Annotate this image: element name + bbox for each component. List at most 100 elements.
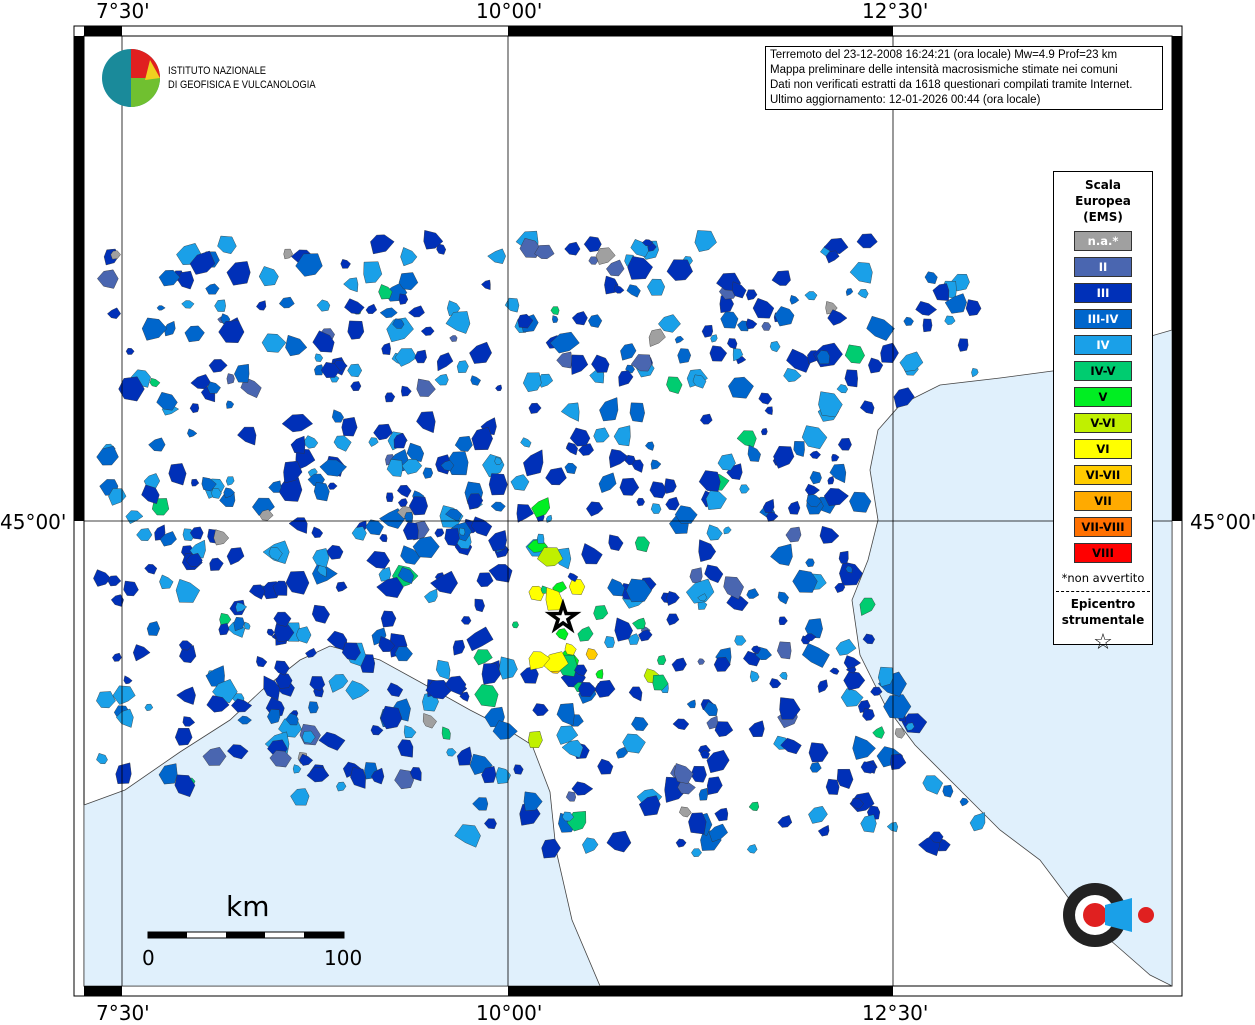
municipality-polygon [726, 463, 743, 480]
municipality-polygon [555, 628, 569, 641]
municipality-polygon [403, 725, 417, 739]
municipality-polygon [266, 628, 275, 637]
municipality-polygon [123, 675, 133, 685]
legend-swatch: III [1074, 283, 1132, 303]
info-line-4: Ultimo aggiornamento: 12-01-2026 00:44 (… [770, 94, 1041, 106]
municipality-polygon [591, 354, 610, 373]
municipality-polygon [288, 517, 308, 534]
municipality-polygon [761, 322, 772, 331]
epicenter-legend-title: Epicentro strumentale [1054, 596, 1152, 628]
municipality-polygon [766, 511, 779, 522]
municipality-polygon [714, 721, 734, 737]
municipality-polygon [115, 708, 134, 728]
municipality-polygon [893, 387, 915, 409]
municipality-polygon [336, 781, 347, 792]
municipality-polygon [159, 574, 174, 590]
municipality-polygon [444, 528, 460, 547]
municipality-polygon [217, 235, 237, 255]
municipality-polygon [582, 837, 599, 854]
municipality-polygon [490, 501, 506, 512]
municipality-polygon [816, 350, 830, 365]
municipality-polygon [181, 300, 195, 309]
municipality-polygon [267, 709, 281, 725]
municipality-polygon [208, 359, 228, 373]
municipality-polygon [366, 551, 391, 569]
municipality-polygon [474, 598, 485, 613]
municipality-polygon [484, 818, 497, 830]
legend-title-3: (EMS) [1083, 210, 1123, 224]
municipality-polygon [327, 482, 338, 490]
municipality-polygon [341, 642, 361, 661]
municipality-polygon [785, 526, 802, 543]
municipality-polygon [872, 726, 885, 739]
municipality-polygon [176, 686, 196, 705]
municipality-polygon [459, 691, 470, 702]
municipality-polygon [185, 552, 203, 568]
municipality-polygon [751, 645, 761, 655]
municipality-polygon [700, 750, 710, 759]
municipality-polygon [158, 269, 181, 287]
municipality-polygon [290, 788, 310, 806]
municipality-polygon [632, 617, 646, 630]
municipality-polygon [564, 241, 581, 256]
municipality-polygon [642, 239, 654, 247]
municipality-polygon [492, 720, 518, 740]
municipality-polygon [378, 284, 393, 300]
municipality-polygon [476, 572, 494, 587]
municipality-polygon [673, 763, 694, 784]
municipality-polygon [836, 768, 854, 789]
municipality-polygon [211, 488, 222, 499]
municipality-polygon [829, 667, 840, 675]
municipality-polygon [409, 767, 422, 782]
municipality-polygon [218, 320, 245, 343]
municipality-polygon [168, 463, 187, 486]
municipality-polygon [370, 234, 395, 255]
municipality-polygon [301, 730, 316, 744]
municipality-polygon [213, 529, 230, 546]
municipality-polygon [625, 578, 652, 603]
municipality-polygon [829, 463, 847, 484]
legend-swatch: III-IV [1074, 309, 1132, 329]
municipality-polygon [819, 525, 840, 544]
municipality-polygon [206, 695, 230, 713]
municipality-polygon [311, 604, 330, 624]
municipality-polygon [449, 335, 458, 342]
legend-swatch: n.a.* [1074, 231, 1132, 251]
municipality-polygon [771, 270, 791, 286]
municipality-polygon [626, 284, 641, 298]
municipality-polygon [699, 413, 713, 425]
municipality-polygon [123, 580, 139, 597]
municipality-polygon [834, 582, 846, 593]
municipality-polygon [838, 550, 849, 564]
municipality-polygon [717, 453, 736, 471]
municipality-polygon [870, 686, 883, 696]
municipality-polygon [692, 374, 707, 389]
municipality-polygon [118, 376, 145, 402]
municipality-polygon [378, 636, 396, 652]
legend-swatch: VIII [1074, 543, 1132, 563]
municipality-polygon [739, 484, 750, 494]
municipality-polygon [674, 335, 684, 344]
municipality-polygon [701, 324, 714, 338]
municipality-polygon [523, 449, 544, 477]
municipality-polygon [840, 688, 864, 707]
municipality-polygon [189, 403, 200, 414]
municipality-polygon [184, 325, 205, 343]
legend-swatch: VII-VIII [1074, 517, 1132, 537]
municipality-polygon [319, 459, 348, 477]
info-line-1: Terremoto del 23-12-2008 16:24:21 (ora l… [770, 49, 1118, 61]
municipality-polygon [298, 753, 314, 766]
municipality-polygon [556, 351, 573, 369]
municipality-polygon [666, 591, 680, 606]
municipality-polygon [839, 561, 863, 586]
municipality-polygon [760, 427, 768, 436]
municipality-polygon [595, 668, 604, 679]
municipality-polygon [666, 613, 680, 626]
municipality-polygon [347, 320, 365, 340]
municipality-polygon [412, 536, 440, 558]
municipality-polygon [850, 798, 864, 810]
municipality-polygon [384, 392, 396, 403]
municipality-polygon [801, 643, 830, 668]
municipality-polygon [269, 750, 292, 768]
municipality-polygon [944, 315, 956, 325]
